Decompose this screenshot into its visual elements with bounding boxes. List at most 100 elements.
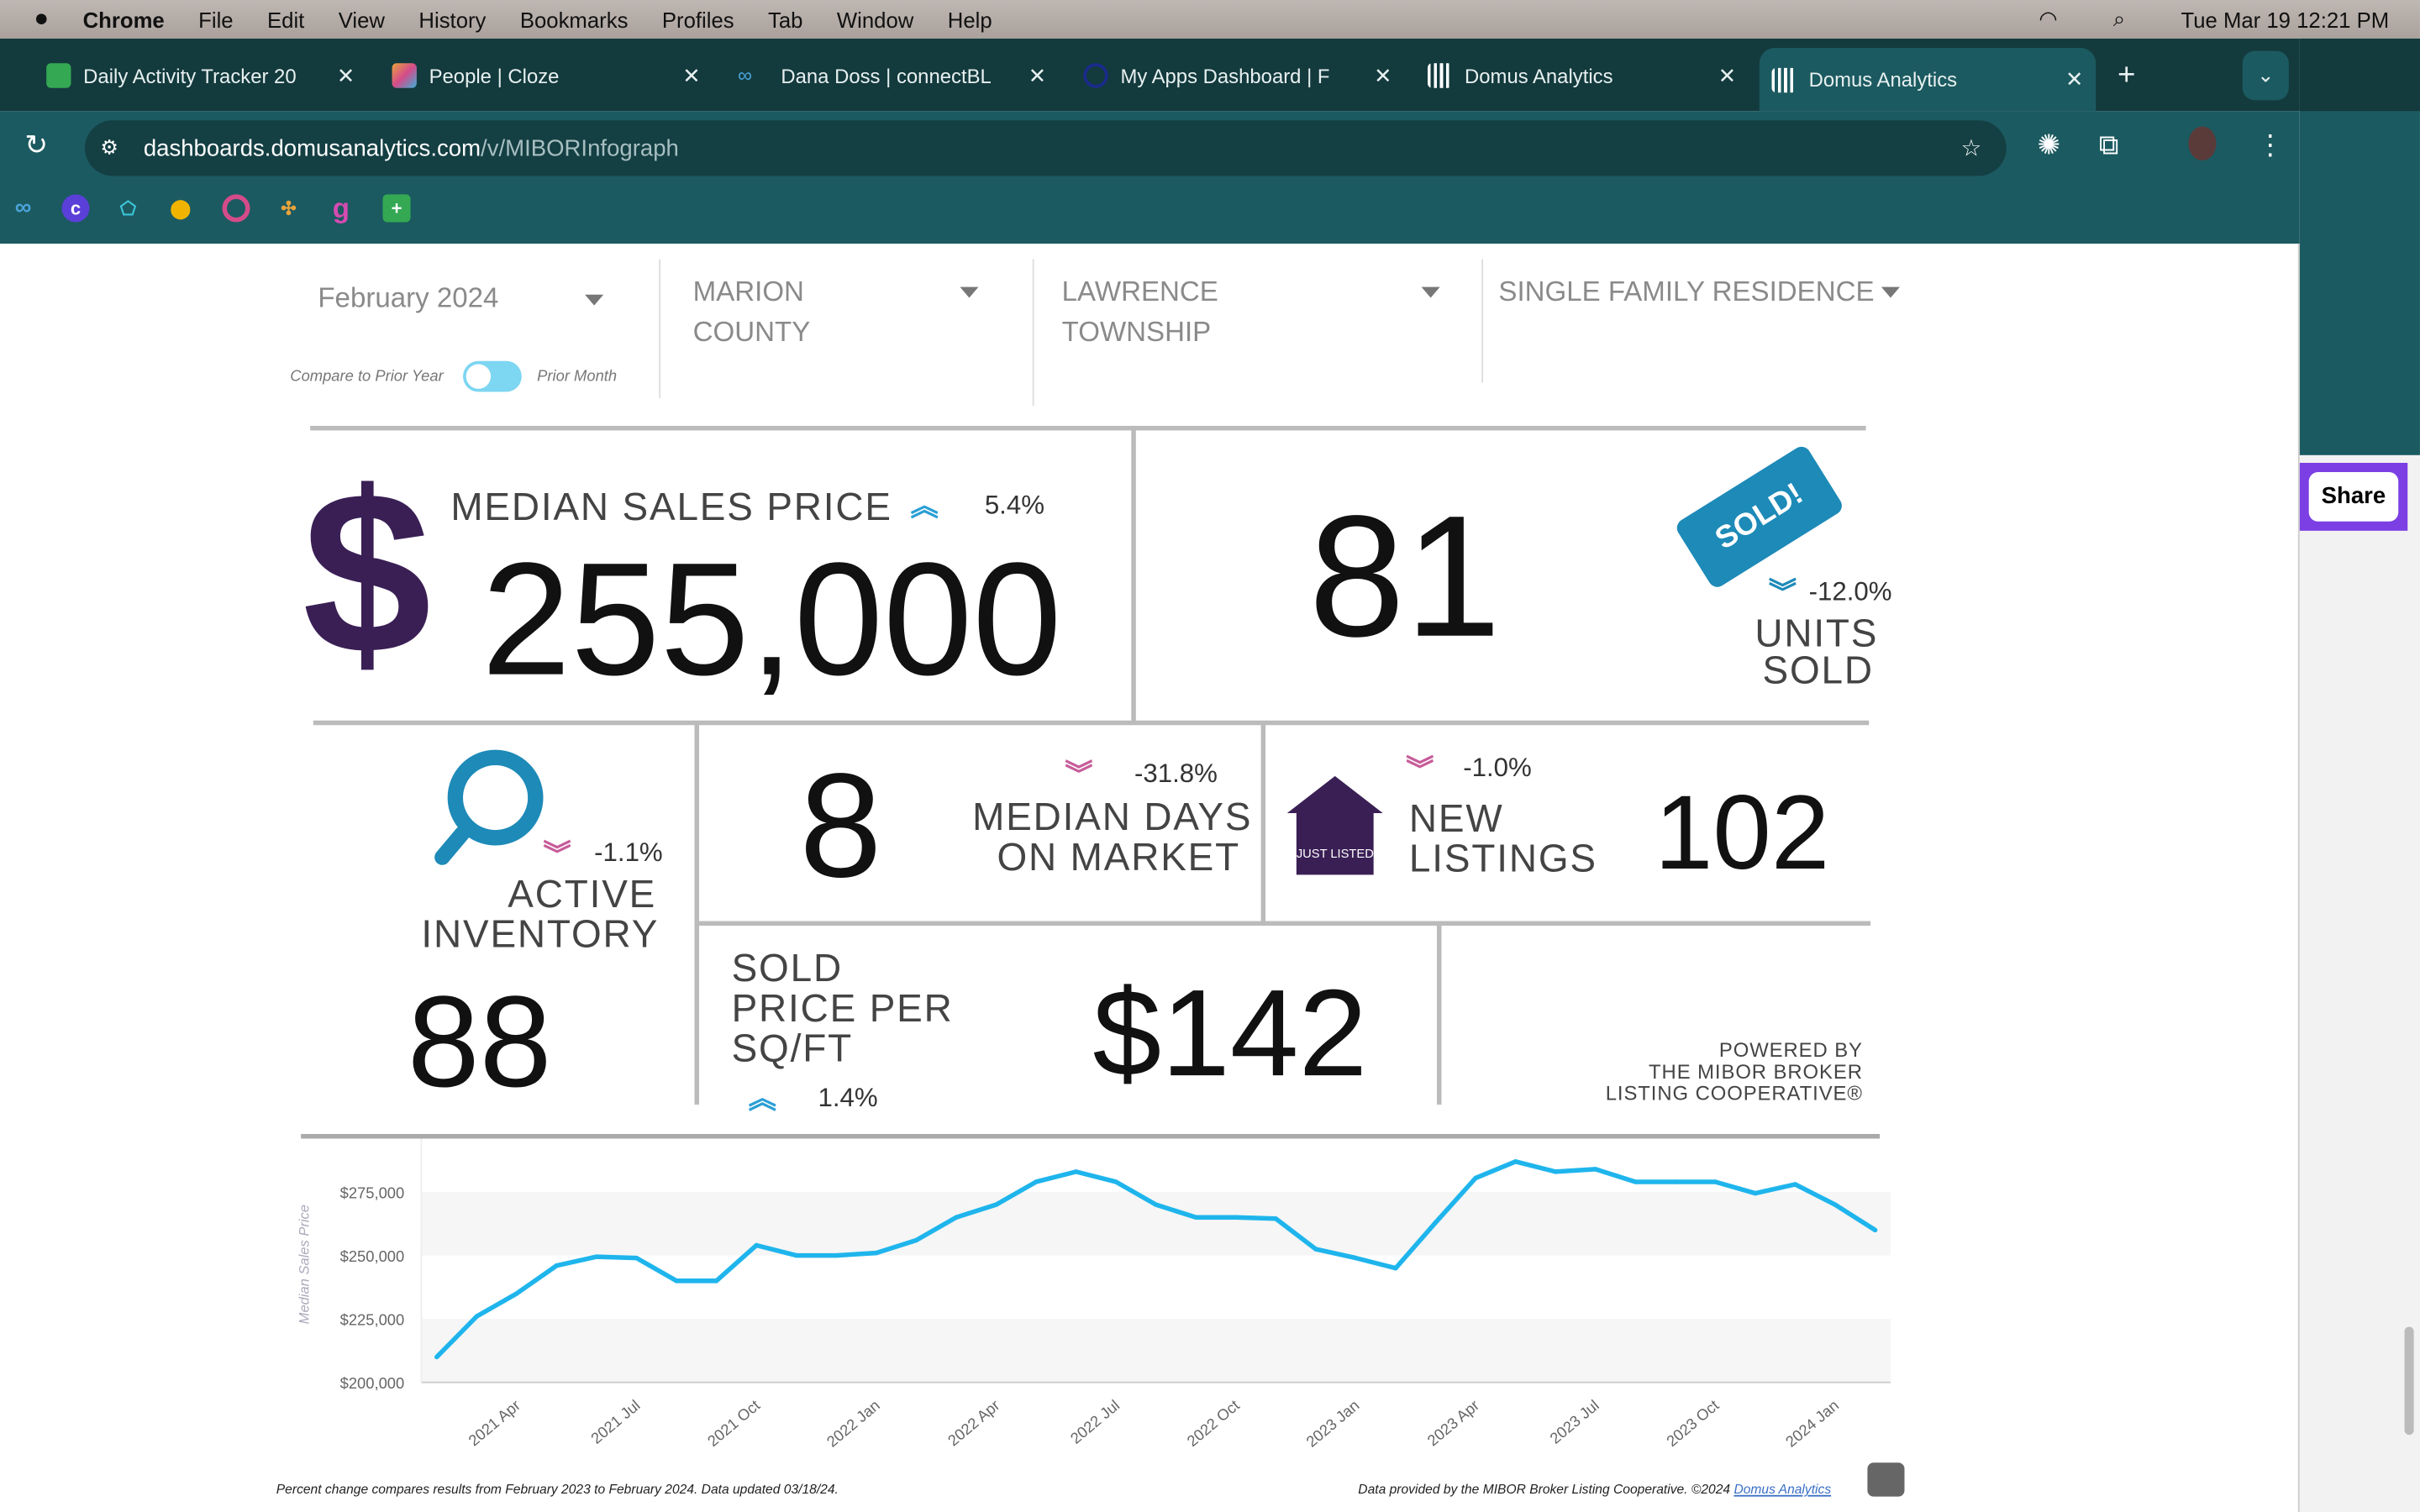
median-price-value: 255,000 <box>481 530 1062 710</box>
menu-help[interactable]: Help <box>947 7 992 32</box>
active-label-1: ACTIVE <box>508 873 657 916</box>
double-chevron-up-icon: ︽ <box>748 1083 776 1115</box>
close-tab-icon[interactable]: ✕ <box>1374 62 1392 87</box>
double-chevron-down-icon: ︾ <box>1768 576 1797 608</box>
data-point <box>514 1291 519 1296</box>
data-point <box>1872 1227 1878 1233</box>
bookmark-g-icon[interactable]: g <box>332 192 350 224</box>
bookmark-c-icon[interactable]: c <box>61 194 90 223</box>
more-menu-icon[interactable]: ⋮ <box>2256 129 2285 161</box>
tab-strip: Daily Activity Tracker 20 ✕ People | Cloz… <box>0 38 2300 112</box>
double-chevron-down-icon: ︾ <box>1406 754 1434 785</box>
extension-icon[interactable]: ✺ <box>2037 129 2061 161</box>
township-select[interactable]: LAWRENCE TOWNSHIP <box>1061 276 1218 348</box>
tab-domus-active[interactable]: Domus Analytics ✕ <box>1759 47 2096 112</box>
scrollbar[interactable] <box>2404 1326 2414 1436</box>
tab-connectbl[interactable]: ∞ Dana Doss | connectBL ✕ <box>738 51 1059 101</box>
data-point <box>954 1215 959 1221</box>
share-button[interactable]: Share <box>2308 472 2399 522</box>
menu-app-name[interactable]: Chrome <box>82 7 165 32</box>
dom-label-2: ON MARKET <box>997 836 1241 879</box>
tab-daily-activity[interactable]: Daily Activity Tracker 20 ✕ <box>46 51 367 101</box>
double-chevron-down-icon: ︾ <box>1065 759 1093 790</box>
data-point <box>754 1242 759 1248</box>
print-icon[interactable] <box>1867 1462 1905 1497</box>
menu-view[interactable]: View <box>338 7 385 32</box>
menu-profiles[interactable]: Profiles <box>661 7 734 32</box>
background-window: Share <box>2299 38 2420 1512</box>
extensions-puzzle-icon[interactable]: ⧉ <box>2098 129 2119 161</box>
data-point <box>1592 1167 1598 1172</box>
wifi-icon[interactable]: ◠ <box>2039 6 2058 31</box>
chevron-down-icon[interactable] <box>1421 286 1440 298</box>
menu-file[interactable]: File <box>198 7 234 32</box>
tab-title: Domus Analytics <box>1465 64 1613 87</box>
bookmark-infinity-icon[interactable]: ∞ <box>14 194 32 221</box>
county-select[interactable]: MARION COUNTY <box>692 276 811 348</box>
tab-cloze[interactable]: People | Cloze ✕ <box>392 51 713 101</box>
period-select[interactable]: February 2024 <box>318 282 499 313</box>
close-tab-icon[interactable]: ✕ <box>1718 62 1737 87</box>
bookmark-slack-icon[interactable]: ✣ <box>281 197 297 219</box>
data-point <box>1553 1169 1558 1174</box>
close-tab-icon[interactable]: ✕ <box>682 62 701 87</box>
bookmark-maps-icon[interactable]: ⬤ <box>170 197 192 219</box>
bookmark-star-icon[interactable]: ☆ <box>1960 135 1982 162</box>
property-type-select[interactable]: SINGLE FAMILY RESIDENCE <box>1498 276 1875 307</box>
close-tab-icon[interactable]: ✕ <box>336 62 355 87</box>
ppsf-change: 1.4% <box>818 1083 878 1113</box>
data-point <box>1753 1190 1758 1196</box>
compare-toggle[interactable] <box>463 360 522 392</box>
data-point <box>1153 1202 1159 1207</box>
reload-icon[interactable]: ↻ <box>24 129 49 161</box>
bookmark-leaf-icon[interactable]: ⬠ <box>119 197 137 219</box>
data-point <box>1193 1215 1198 1221</box>
menu-edit[interactable]: Edit <box>267 7 305 32</box>
domus-icon <box>1771 66 1797 92</box>
chevron-down-icon[interactable] <box>1881 286 1900 298</box>
tab-title: My Apps Dashboard | F <box>1120 64 1330 87</box>
domus-analytics-link[interactable]: Domus Analytics <box>1733 1481 1832 1497</box>
mac-menu-bar: ● Chrome File Edit View History Bookmark… <box>0 0 2420 39</box>
address-bar[interactable]: ⚙ dashboards.domusanalytics.com/v/MIBORI… <box>85 120 2007 176</box>
active-inventory-value: 88 <box>407 969 552 1115</box>
x-tick-label: 2023 Jul <box>1546 1396 1602 1447</box>
menu-bookmarks[interactable]: Bookmarks <box>519 7 629 32</box>
chevron-down-icon[interactable] <box>960 286 979 298</box>
compare-label-right: Prior Month <box>537 368 618 386</box>
profile-avatar[interactable] <box>2188 126 2217 161</box>
site-info-icon[interactable]: ⚙ <box>100 135 118 160</box>
tab-search-button[interactable]: ⌄ <box>2242 50 2289 101</box>
just-listed-badge: JUST LISTED! <box>1296 812 1377 875</box>
close-tab-icon[interactable]: ✕ <box>1028 62 1047 87</box>
search-icon[interactable]: ⌕ <box>2112 6 2126 31</box>
tab-my-apps[interactable]: My Apps Dashboard | F ✕ <box>1083 51 1404 101</box>
x-tick-label: 2022 Jan <box>823 1396 883 1451</box>
clock[interactable]: Tue Mar 19 12:21 PM <box>2181 7 2390 32</box>
ppsf-value: $142 <box>1092 963 1368 1102</box>
powered-line-1: POWERED BY <box>1718 1038 1863 1062</box>
menu-window[interactable]: Window <box>836 7 914 32</box>
tab-domus-1[interactable]: Domus Analytics ✕ <box>1427 51 1749 101</box>
sheets-icon <box>46 63 71 88</box>
house-just-listed-icon: JUST LISTED! <box>1286 775 1383 875</box>
chevron-down-icon[interactable] <box>585 294 604 306</box>
data-point <box>1433 1220 1439 1226</box>
close-tab-icon[interactable]: ✕ <box>2065 66 2084 92</box>
data-point <box>634 1255 639 1261</box>
x-tick-label: 2022 Oct <box>1183 1396 1243 1450</box>
days-on-market-change: -31.8% <box>1134 759 1218 789</box>
bookmark-sheets-icon[interactable]: + <box>382 194 411 223</box>
ppsf-label-1: SOLD <box>731 947 844 991</box>
menu-history[interactable]: History <box>418 7 487 32</box>
units-sold-value: 81 <box>1308 480 1502 673</box>
menu-tab[interactable]: Tab <box>768 7 803 32</box>
grid-band <box>421 1319 1891 1383</box>
apple-icon[interactable]: ● <box>34 5 50 32</box>
bookmark-target-icon[interactable] <box>222 194 250 223</box>
x-tick-label: 2021 Jul <box>587 1396 644 1447</box>
units-label-2: SOLD <box>1762 649 1874 693</box>
x-tick-label: 2023 Apr <box>1423 1396 1482 1449</box>
powered-by-text: POWERED BY THE MIBOR BROKER LISTING COOP… <box>1606 1038 1863 1105</box>
new-tab-button[interactable]: + <box>2117 57 2136 92</box>
